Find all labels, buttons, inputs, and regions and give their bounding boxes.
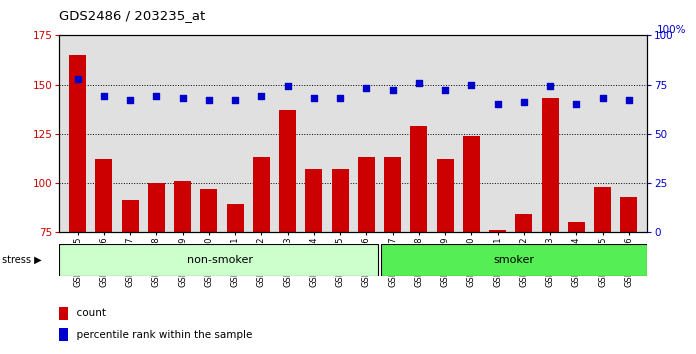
Text: non-smoker: non-smoker bbox=[187, 255, 253, 265]
Bar bbox=[226, 204, 244, 232]
Point bbox=[335, 96, 346, 101]
Bar bbox=[95, 159, 112, 232]
Point bbox=[597, 96, 608, 101]
Bar bbox=[174, 181, 191, 232]
Bar bbox=[436, 159, 454, 232]
Point bbox=[519, 99, 530, 105]
Point bbox=[203, 97, 214, 103]
Point bbox=[492, 101, 503, 107]
Point bbox=[624, 97, 635, 103]
Point bbox=[255, 93, 267, 99]
Text: GDS2486 / 203235_at: GDS2486 / 203235_at bbox=[59, 9, 205, 22]
Point bbox=[466, 82, 477, 87]
Bar bbox=[148, 183, 165, 232]
Bar bbox=[306, 169, 322, 232]
Bar bbox=[358, 157, 375, 232]
Bar bbox=[69, 55, 86, 232]
Bar bbox=[279, 110, 296, 232]
Point bbox=[571, 101, 582, 107]
Bar bbox=[515, 214, 532, 232]
Point bbox=[125, 97, 136, 103]
Point bbox=[361, 86, 372, 91]
Bar bbox=[620, 196, 638, 232]
Point bbox=[413, 80, 425, 85]
Bar bbox=[489, 230, 506, 232]
Bar bbox=[568, 222, 585, 232]
Point bbox=[230, 97, 241, 103]
Text: count: count bbox=[70, 308, 106, 318]
Point bbox=[177, 96, 188, 101]
Point bbox=[440, 87, 451, 93]
Text: 100%: 100% bbox=[656, 25, 686, 35]
Bar bbox=[122, 200, 139, 232]
Bar bbox=[59, 244, 379, 276]
Point bbox=[282, 84, 293, 89]
Bar bbox=[541, 98, 559, 232]
Bar bbox=[411, 126, 427, 232]
Point bbox=[387, 87, 398, 93]
Text: stress ▶: stress ▶ bbox=[2, 255, 42, 265]
Bar bbox=[200, 189, 217, 232]
Text: percentile rank within the sample: percentile rank within the sample bbox=[70, 330, 252, 339]
Bar bbox=[381, 244, 647, 276]
Point bbox=[72, 76, 83, 81]
Bar bbox=[463, 136, 480, 232]
Point bbox=[151, 93, 162, 99]
Point bbox=[544, 84, 555, 89]
Bar bbox=[384, 157, 401, 232]
Point bbox=[308, 96, 319, 101]
Bar bbox=[331, 169, 349, 232]
Point bbox=[98, 93, 109, 99]
Bar bbox=[253, 157, 270, 232]
Text: smoker: smoker bbox=[493, 255, 534, 265]
Bar bbox=[594, 187, 611, 232]
